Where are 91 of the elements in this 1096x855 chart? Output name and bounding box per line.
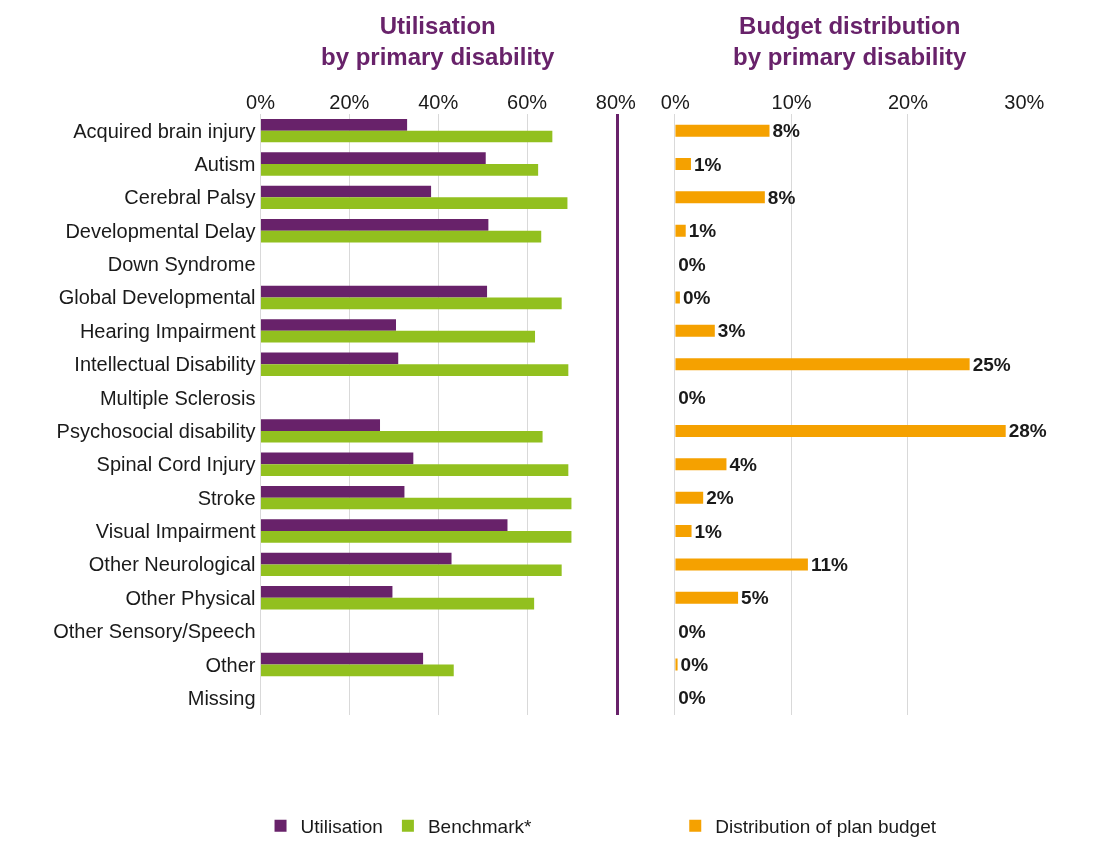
bar <box>260 464 569 476</box>
y-tick-label: Autism <box>194 153 256 175</box>
bar <box>675 324 715 337</box>
chart-title: Utilisation by primary disability <box>321 12 556 71</box>
bar <box>260 319 396 331</box>
bar <box>260 430 543 443</box>
bar <box>260 452 414 465</box>
y-tick-label: Other Physical <box>125 586 256 609</box>
bar <box>675 124 770 137</box>
bar <box>260 330 536 343</box>
bar <box>675 525 692 538</box>
bar <box>260 152 486 164</box>
x-tick-label: 20% <box>329 90 370 113</box>
legend-label: Distribution of plan budget <box>715 816 937 838</box>
data-label: 1% <box>694 520 723 542</box>
bar <box>260 197 568 210</box>
data-label: 25% <box>972 353 1011 375</box>
bar <box>675 658 678 671</box>
bar <box>260 552 452 565</box>
x-tick-label: 80% <box>595 90 637 113</box>
y-tick-label: Other Sensory/Speech <box>53 620 256 643</box>
bar <box>260 664 454 677</box>
bar <box>260 652 424 665</box>
data-label: 4% <box>729 453 758 475</box>
data-label: 3% <box>717 320 746 342</box>
legend-label: Benchmark* <box>427 816 532 838</box>
bar <box>260 586 393 598</box>
bar <box>675 458 727 471</box>
bar <box>260 230 542 243</box>
chart-title: Budget distribution by primary disability <box>733 12 968 71</box>
bar <box>675 358 970 371</box>
bar <box>260 564 562 577</box>
bar <box>260 130 553 143</box>
y-tick-label: Other Neurological <box>88 553 256 576</box>
y-tick-label: Developmental Delay <box>65 219 256 242</box>
data-label: 1% <box>688 220 717 242</box>
data-label: 0% <box>682 286 711 308</box>
x-tick-label: 0% <box>246 90 276 113</box>
bar <box>260 364 569 376</box>
y-tick-label: Cerebral Palsy <box>124 186 256 209</box>
y-tick-label: Stroke <box>197 486 256 509</box>
x-tick-label: 60% <box>507 90 548 113</box>
data-label: 5% <box>741 587 769 609</box>
data-label: 0% <box>678 387 706 409</box>
bar <box>260 419 381 431</box>
y-tick-label: Hearing Impairment <box>79 319 256 342</box>
data-label: 0% <box>678 687 706 709</box>
bar <box>260 597 535 610</box>
y-tick-label: Missing <box>187 686 256 709</box>
bar <box>260 285 488 298</box>
bar <box>260 297 562 310</box>
bar <box>675 157 691 171</box>
bar <box>675 224 686 237</box>
data-label: 11% <box>810 553 848 575</box>
y-tick-label: Other <box>205 653 256 676</box>
data-label: 8% <box>767 186 796 208</box>
y-tick-label: Intellectual Disability <box>74 353 256 376</box>
y-tick-label: Spinal Cord Injury <box>96 453 256 476</box>
bar <box>675 491 704 504</box>
y-tick-label: Acquired brain injury <box>73 119 256 142</box>
y-tick-label: Down Syndrome <box>107 253 256 276</box>
y-tick-label: Multiple Sclerosis <box>99 386 256 409</box>
data-label: 2% <box>706 487 734 509</box>
bar <box>675 591 739 604</box>
data-label: 1% <box>693 153 722 175</box>
x-tick-label: 20% <box>887 90 929 113</box>
bar <box>260 185 432 198</box>
x-tick-label: 30% <box>1004 90 1045 113</box>
bar <box>260 519 508 532</box>
bar <box>260 118 408 131</box>
x-tick-label: 40% <box>418 90 459 113</box>
legend-label: Utilisation <box>300 816 383 838</box>
bar <box>260 485 405 498</box>
y-tick-label: Visual Impairment <box>95 520 256 543</box>
bar <box>260 219 489 231</box>
data-label: 28% <box>1008 420 1047 442</box>
data-label: 0% <box>680 654 709 675</box>
bar <box>260 164 539 176</box>
x-tick-label: 10% <box>771 90 812 113</box>
bar <box>260 352 399 365</box>
bar <box>675 424 1006 437</box>
y-tick-label: Psychosocial disability <box>56 419 256 442</box>
bar <box>675 191 765 204</box>
bar <box>260 497 572 510</box>
data-label: 8% <box>772 120 801 142</box>
data-label: 0% <box>678 620 706 642</box>
y-tick-label: Global Developmental <box>58 286 256 309</box>
bar <box>260 531 572 543</box>
x-tick-label: 0% <box>660 90 690 113</box>
bar <box>675 558 808 571</box>
data-label: 0% <box>678 253 706 275</box>
